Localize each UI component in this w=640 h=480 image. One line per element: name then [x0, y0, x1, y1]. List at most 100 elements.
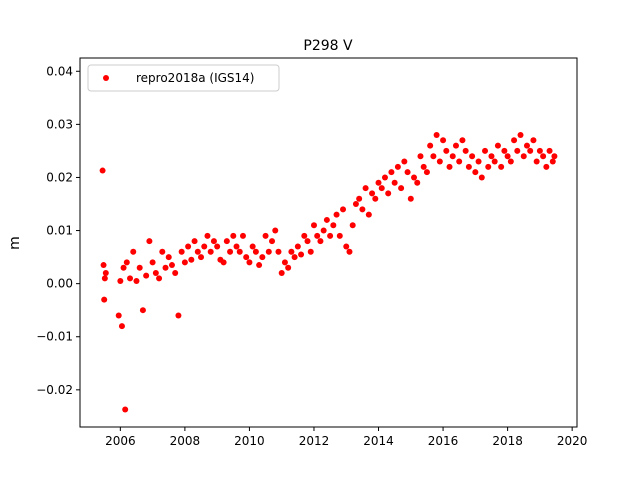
data-point	[122, 406, 129, 413]
data-point	[178, 248, 185, 255]
data-point	[239, 232, 246, 239]
data-point	[436, 158, 443, 165]
data-point	[130, 248, 137, 255]
y-tick-label: 0.02	[46, 170, 73, 184]
data-point	[414, 179, 421, 186]
plot-frame	[79, 57, 578, 428]
data-point	[452, 142, 459, 149]
data-point	[102, 270, 109, 277]
data-point	[456, 158, 463, 165]
data-point	[462, 147, 469, 154]
data-point	[101, 275, 108, 282]
data-point	[430, 153, 437, 160]
x-tick-label: 2018	[492, 434, 523, 448]
data-point	[301, 232, 308, 239]
y-axis: −0.02 −0.01 0.00 0.01 0.02 0.03 0.04	[36, 64, 80, 397]
data-point	[533, 158, 540, 165]
data-point	[478, 174, 485, 181]
data-point	[194, 248, 201, 255]
data-point	[472, 169, 479, 176]
data-point	[349, 222, 356, 229]
data-point	[340, 206, 347, 213]
data-point	[320, 227, 327, 234]
data-point	[459, 137, 466, 144]
data-point	[369, 190, 376, 197]
data-point	[540, 153, 547, 160]
data-point	[494, 142, 501, 149]
data-point	[411, 174, 418, 181]
data-point	[143, 272, 150, 279]
data-point	[398, 185, 405, 192]
data-point	[401, 158, 408, 165]
x-axis: 2006 2008 2010 2012 2014 2016 2018 2020	[105, 427, 587, 448]
data-point	[204, 232, 211, 239]
x-tick-label: 2010	[234, 434, 265, 448]
data-point	[252, 248, 259, 255]
data-point	[523, 142, 530, 149]
data-point	[99, 167, 106, 174]
data-point	[227, 248, 234, 255]
data-point	[404, 169, 411, 176]
data-point	[115, 312, 122, 319]
data-point	[356, 195, 363, 202]
data-point	[391, 179, 398, 186]
data-point	[152, 270, 159, 277]
data-point	[511, 137, 518, 144]
data-point	[181, 259, 188, 266]
data-point	[139, 307, 146, 314]
data-point	[352, 201, 359, 208]
data-point	[327, 232, 334, 239]
data-point	[504, 153, 511, 160]
y-axis-label: m	[7, 236, 23, 250]
data-point	[427, 142, 434, 149]
x-tick-label: 2020	[557, 434, 588, 448]
data-point	[365, 211, 372, 218]
data-point	[507, 158, 514, 165]
y-tick-label: −0.02	[36, 383, 73, 397]
data-point	[333, 211, 340, 218]
data-point	[149, 259, 156, 266]
y-tick-label: 0.01	[46, 224, 73, 238]
data-point	[330, 222, 337, 229]
data-point	[262, 232, 269, 239]
data-point	[172, 270, 179, 277]
data-point	[475, 158, 482, 165]
data-point	[281, 259, 288, 266]
data-point	[375, 179, 382, 186]
data-point	[118, 323, 125, 330]
data-point	[469, 153, 476, 160]
data-point	[288, 248, 295, 255]
data-point	[175, 312, 182, 319]
data-point	[191, 238, 198, 245]
data-point	[482, 147, 489, 154]
data-point	[407, 195, 414, 202]
data-point	[485, 163, 492, 170]
data-point	[446, 163, 453, 170]
data-point	[220, 259, 227, 266]
data-point	[207, 248, 214, 255]
data-point	[249, 243, 256, 250]
data-point	[381, 174, 388, 181]
x-tick-label: 2016	[428, 434, 459, 448]
data-point	[359, 206, 366, 213]
data-point	[423, 169, 430, 176]
data-point	[201, 243, 208, 250]
data-point	[530, 137, 537, 144]
data-point	[223, 238, 230, 245]
data-point	[498, 163, 505, 170]
data-point	[159, 248, 166, 255]
data-point	[285, 264, 292, 271]
data-point	[120, 264, 127, 271]
data-point	[101, 296, 108, 303]
data-point	[346, 248, 353, 255]
x-tick-label: 2012	[299, 434, 330, 448]
data-point	[443, 147, 450, 154]
x-tick-label: 2014	[363, 434, 394, 448]
data-point	[362, 185, 369, 192]
data-point	[214, 243, 221, 250]
data-point	[117, 277, 124, 284]
data-point	[233, 243, 240, 250]
data-point	[272, 227, 279, 234]
data-point	[298, 251, 305, 258]
